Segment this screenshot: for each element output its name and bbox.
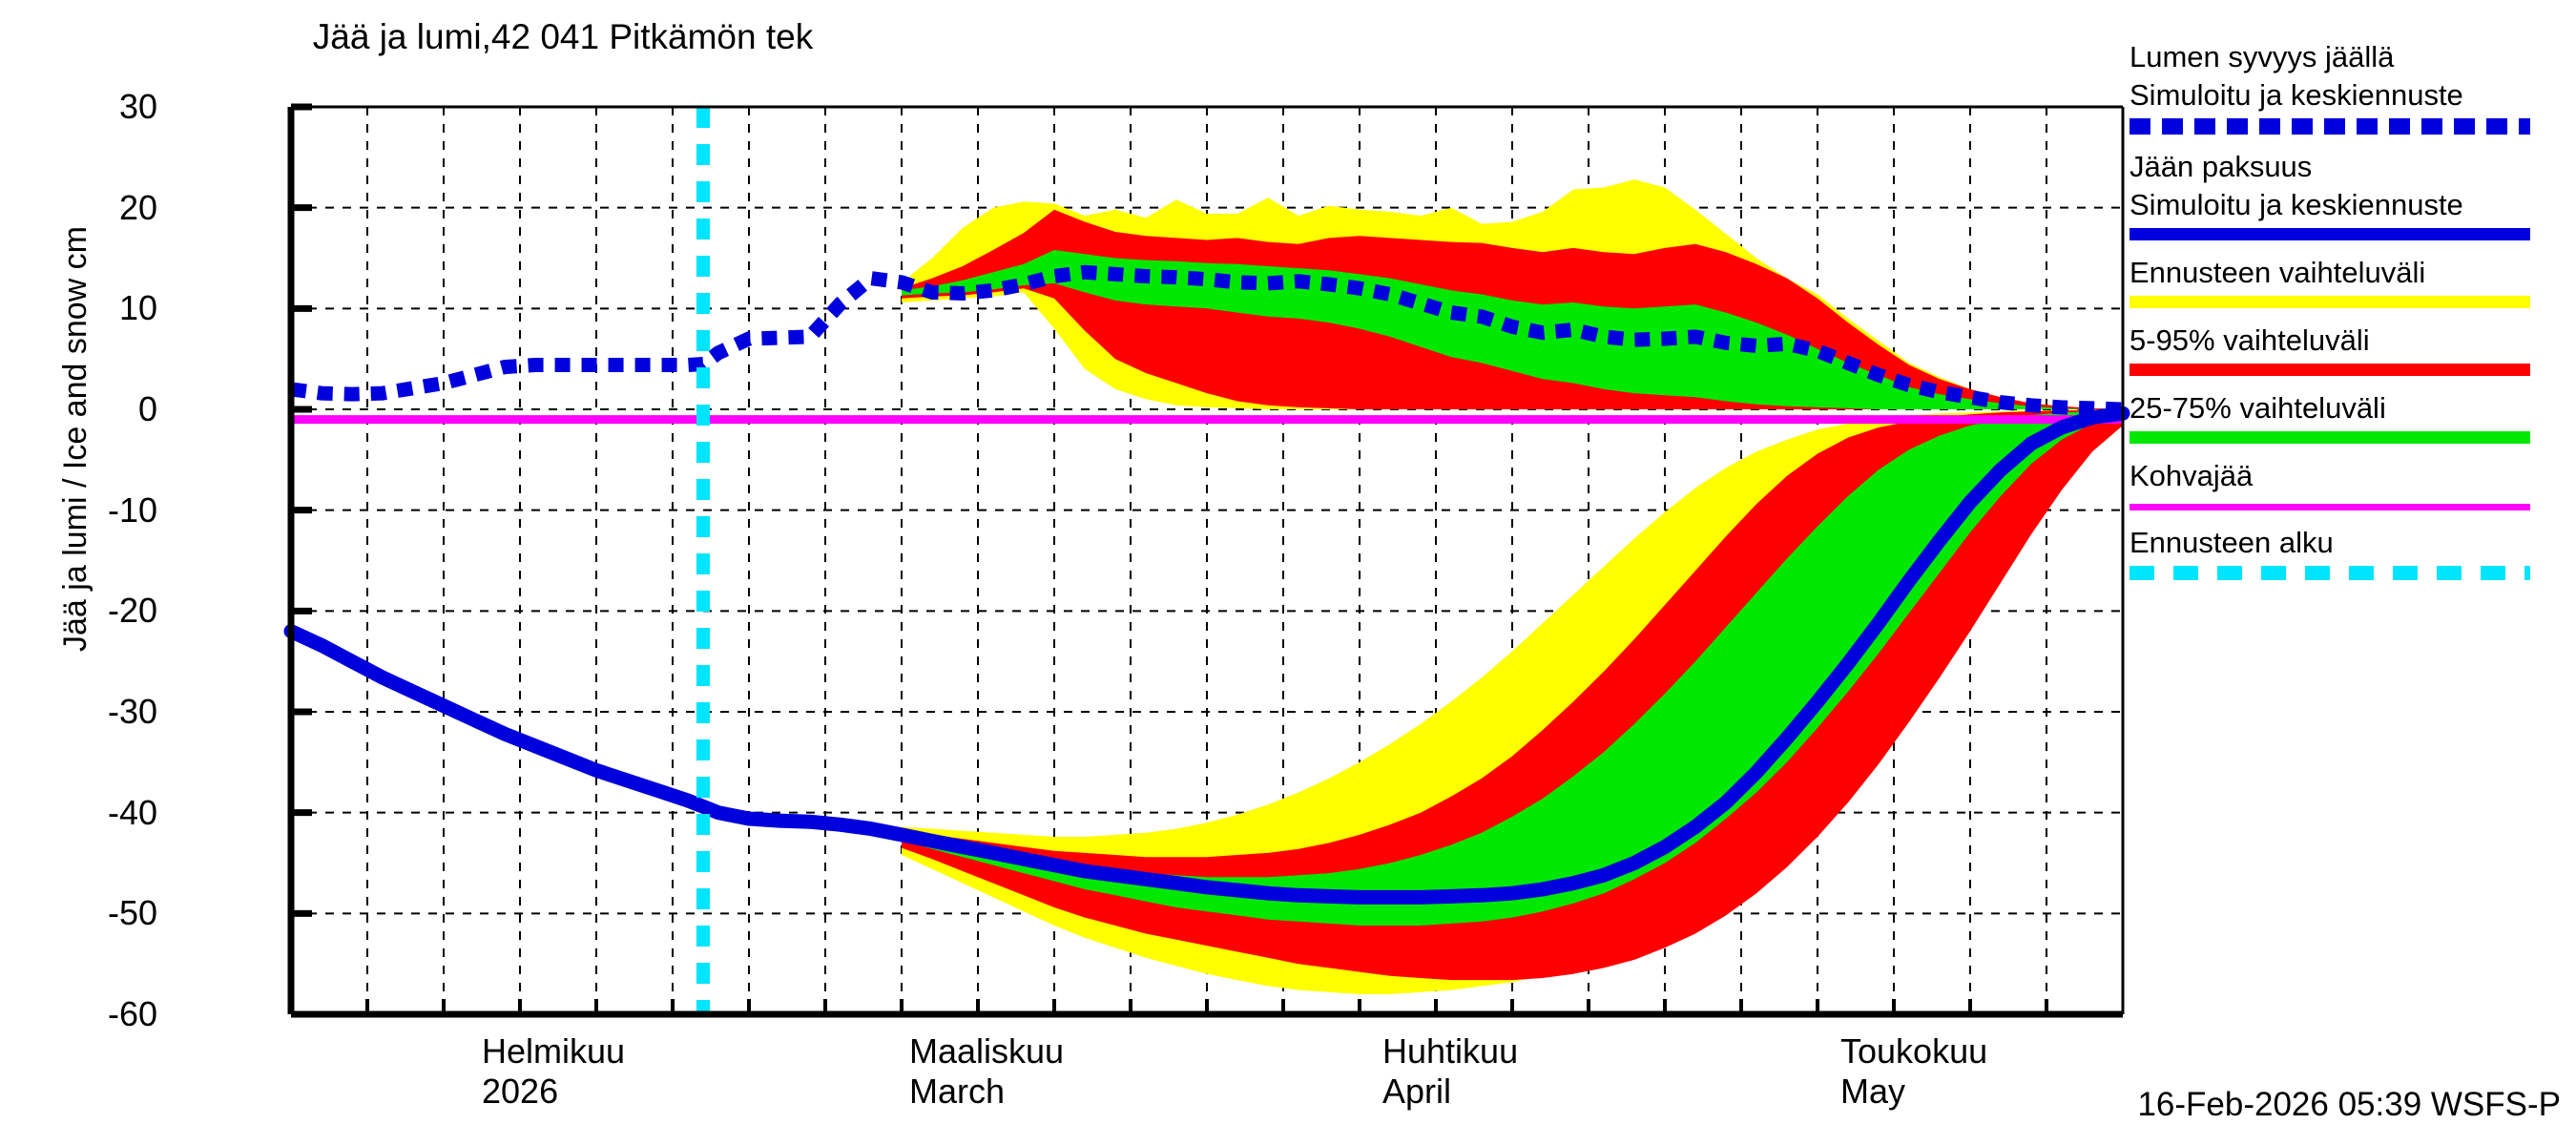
- y-axis-tick-label: 10: [118, 288, 157, 328]
- y-axis-tick-label: -40: [107, 792, 157, 832]
- legend-item-range-5-95[interactable]: 5-95% vaihteluväli: [2129, 322, 2576, 376]
- y-axis-tick-labels: 30 20 10 0 -10 -20 -30 -40 -50 -60: [0, 0, 157, 1145]
- y-axis-tick-label: -50: [107, 893, 157, 933]
- x-axis-month-label: Helmikuu 2026: [482, 1031, 625, 1112]
- legend-swatch-forecast-range: [2129, 296, 2530, 308]
- x-axis-month-label-fi: Maaliskuu: [909, 1031, 1065, 1071]
- y-axis-tick-label: -10: [107, 489, 157, 530]
- legend-item-title: Kohvajää: [2129, 459, 2254, 492]
- y-axis-tick-label: -30: [107, 692, 157, 731]
- legend-item-slush-ice[interactable]: Kohvajää: [2129, 457, 2576, 510]
- x-axis-month-label-en: May: [1840, 1072, 1906, 1111]
- band-25-75-ice: [902, 410, 2123, 926]
- x-axis-month-label: Huhtikuu April: [1382, 1031, 1518, 1112]
- legend-item-title: 25-75% vaihteluväli: [2129, 391, 2386, 425]
- legend-item-title: Ennusteen vaihteluväli: [2129, 256, 2426, 289]
- x-axis-month-label-fi: Helmikuu: [482, 1031, 626, 1071]
- x-axis-month-label: Maaliskuu March: [909, 1031, 1064, 1112]
- legend-item-subtitle: Simuloitu ja keskiennuste: [2129, 188, 2463, 221]
- y-axis-tick-label: -20: [107, 591, 157, 631]
- y-axis-tick-label: 30: [118, 87, 157, 126]
- legend-item-forecast-start[interactable]: Ennusteen alku: [2129, 524, 2576, 580]
- x-axis-month-label-en: March: [909, 1072, 1006, 1111]
- legend-swatch-range-5-95: [2129, 364, 2530, 376]
- x-axis-month-label-fi: Toukokuu: [1840, 1031, 1988, 1071]
- y-axis-tick-label: -60: [107, 994, 157, 1033]
- legend-item-snow-depth[interactable]: Lumen syvyys jäällä Simuloitu ja keskienn…: [2129, 38, 2576, 135]
- legend-item-title: Jään paksuus: [2129, 150, 2313, 183]
- page-title: Jää ja lumi,42 041 Pitkämön tek: [312, 17, 814, 56]
- legend-item-forecast-range[interactable]: Ennusteen vaihteluväli: [2129, 254, 2576, 308]
- timestamp-stamp: 16-Feb-2026 05:39 WSFS-P: [2137, 1086, 2561, 1123]
- legend-item-title: Ennusteen alku: [2129, 526, 2334, 559]
- y-axis-tick-label: 20: [118, 187, 157, 227]
- legend-swatch-slush-ice: [2129, 504, 2530, 510]
- legend-item-title: 5-95% vaihteluväli: [2129, 323, 2370, 357]
- x-axis-month-label-fi: Huhtikuu: [1382, 1031, 1519, 1071]
- legend-item-range-25-75[interactable]: 25-75% vaihteluväli: [2129, 389, 2576, 444]
- x-axis-month-label-en: 2026: [482, 1072, 559, 1111]
- legend-swatch-ice-thickness: [2129, 228, 2530, 240]
- chart-legend: Lumen syvyys jäällä Simuloitu ja keskienn…: [2129, 38, 2576, 593]
- y-axis-tick-label: 0: [137, 389, 157, 428]
- x-axis-month-label: Toukokuu May: [1840, 1031, 1987, 1112]
- ice-thickness-line: [283, 406, 2130, 905]
- legend-swatch-range-25-75: [2129, 431, 2530, 444]
- legend-item-ice-thickness[interactable]: Jään paksuus Simuloitu ja keskiennuste: [2129, 148, 2576, 240]
- snow-depth-line: [290, 264, 2124, 417]
- legend-item-title: Lumen syvyys jäällä: [2129, 40, 2395, 73]
- legend-swatch-snow-depth: [2129, 118, 2530, 135]
- x-axis-month-label-en: April: [1382, 1072, 1452, 1111]
- legend-item-subtitle: Simuloitu ja keskiennuste: [2129, 78, 2463, 112]
- legend-swatch-forecast-start: [2129, 566, 2530, 580]
